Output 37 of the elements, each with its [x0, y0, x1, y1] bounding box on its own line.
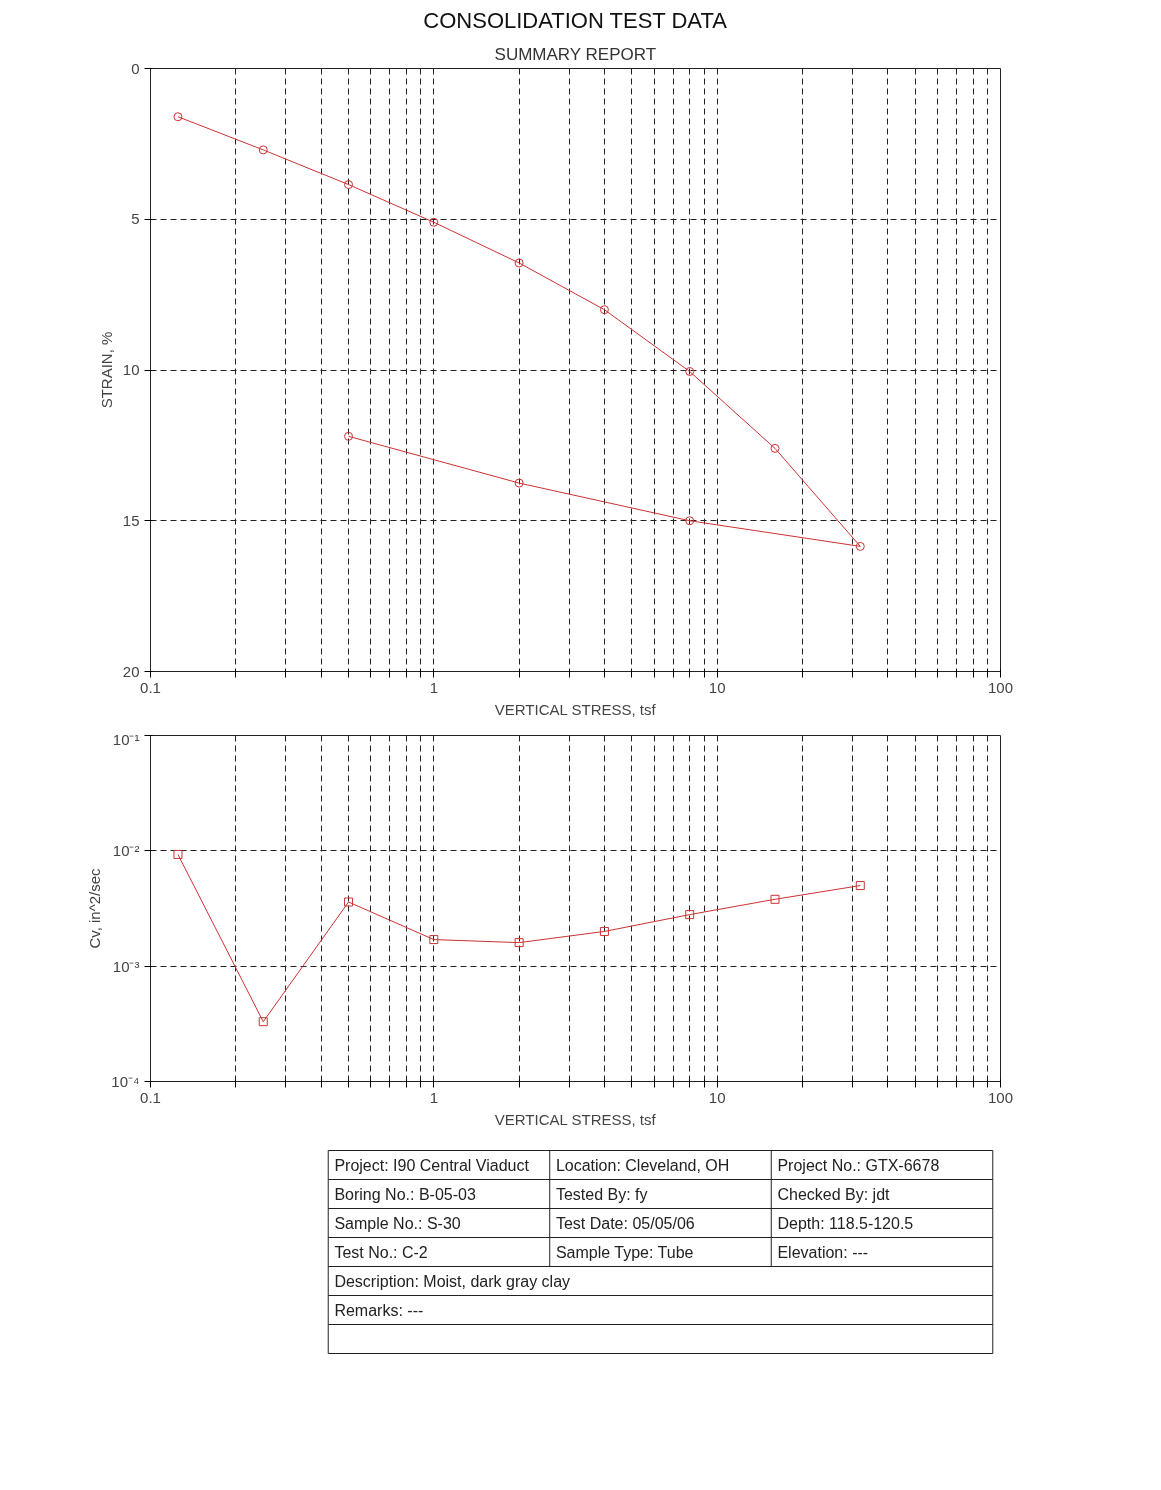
y-tick-label: 15	[122, 511, 140, 529]
chart-title: CONSOLIDATION TEST DATA	[423, 7, 728, 33]
x-tick-label: 10	[708, 678, 726, 696]
y-tick-label: 10⁻³	[112, 957, 140, 975]
y-tick-label: 10⁻²	[112, 842, 140, 860]
x-axis-title: VERTICAL STRESS, tsf	[494, 1110, 657, 1128]
x-tick-label: 10	[708, 1088, 726, 1106]
x-tick-label: 0.1	[140, 678, 161, 696]
text: Description: Moist, dark gray clay	[334, 1272, 571, 1290]
text: Sample Type: Tube	[555, 1243, 694, 1261]
x-tick-label: 1	[429, 678, 439, 696]
text: Remarks: ---	[334, 1301, 424, 1319]
y-axis-title: STRAIN, %	[97, 331, 115, 409]
x-axis-title: VERTICAL STRESS, tsf	[494, 700, 657, 718]
text: Boring No.: B-05-03	[334, 1185, 476, 1203]
x-tick-label: 0.1	[140, 1088, 161, 1106]
text: Test No.: C-2	[334, 1243, 428, 1261]
y-tick-label: 5	[131, 210, 140, 228]
y-tick-label: 10	[122, 361, 140, 378]
text: Checked By: jdt	[777, 1185, 891, 1203]
x-tick-label: 100	[987, 678, 1014, 696]
y-tick-label: 0	[131, 59, 140, 77]
y-tick-label: 10⁻¹	[112, 730, 140, 748]
x-tick-label: 1	[429, 1088, 439, 1106]
text: Location: Cleveland, OH	[555, 1156, 730, 1174]
text: Project: I90 Central Viaduct	[334, 1156, 530, 1174]
x-tick-label: 100	[987, 1088, 1014, 1106]
text: Test Date: 05/05/06	[555, 1214, 695, 1232]
y-tick-label: 20	[122, 662, 140, 680]
text: Tested By: fy	[555, 1185, 648, 1203]
chart-subtitle: SUMMARY REPORT	[494, 44, 657, 64]
text: Sample No.: S-30	[334, 1214, 461, 1232]
text: Project No.: GTX-6678	[777, 1156, 940, 1174]
y-axis-title: Cv, in^2/sec	[86, 867, 104, 949]
text: Depth: 118.5-120.5	[777, 1214, 914, 1232]
y-tick-label: 10⁻⁴	[111, 1073, 140, 1090]
text: Elevation: ---	[777, 1243, 869, 1261]
